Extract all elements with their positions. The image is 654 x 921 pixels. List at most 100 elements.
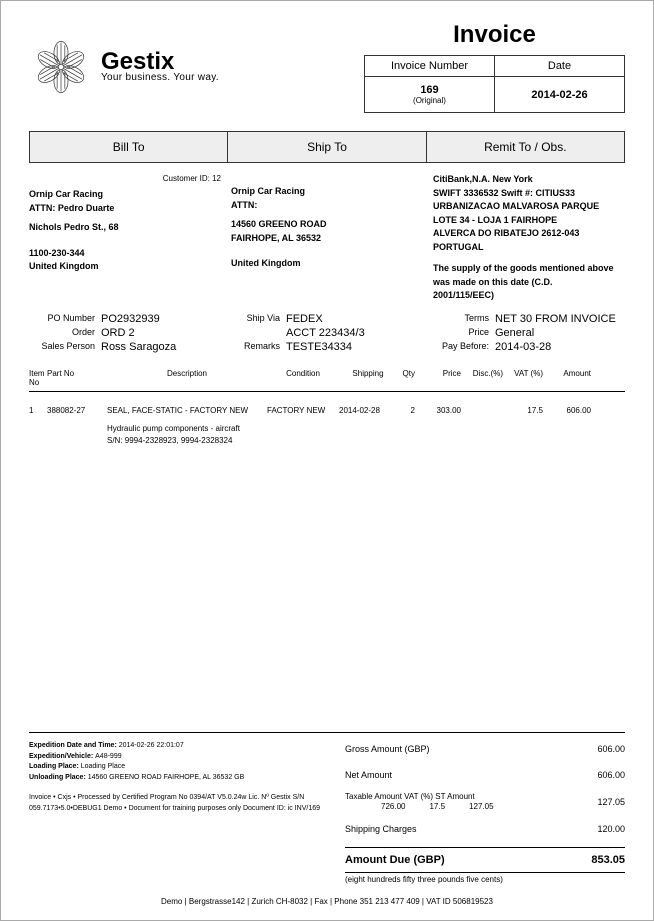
remit-l2: SWIFT 3336532 Swift #: CITIUS33: [433, 187, 625, 201]
logo: Gestix Your business. Your way.: [29, 21, 219, 99]
invoice-meta-table: Invoice Number Date 169 (Original) 2014-…: [364, 55, 625, 113]
po-label: PO Number: [29, 313, 101, 325]
remit-l6: PORTUGAL: [433, 241, 625, 255]
exp4-label: Unloading Place:: [29, 774, 88, 781]
item-price: 303.00: [421, 406, 461, 415]
inv-original: (Original): [375, 96, 484, 105]
totals-block: Gross Amount (GBP) 606.00 Net Amount 606.0…: [345, 741, 625, 884]
shipvia-label: Ship Via: [231, 313, 286, 325]
logo-name: Gestix: [101, 51, 219, 73]
sales-label: Sales Person: [29, 341, 101, 353]
col-desc: Description: [107, 369, 267, 387]
remit-note1: The supply of the goods mentioned above: [433, 262, 625, 276]
remit-l1: CitiBank,N.A. New York: [433, 173, 625, 187]
exp2-label: Expedition/Vehicle:: [29, 753, 95, 760]
ship-country: United Kingdom: [231, 257, 423, 271]
exp3-label: Loading Place:: [29, 763, 81, 770]
order-value: ORD 2: [101, 327, 135, 339]
remarks-label: Remarks: [231, 341, 286, 353]
exp2-val: A48-999: [95, 753, 121, 760]
amount-due-row: Amount Due (GBP) 853.05: [345, 847, 625, 873]
divider: [29, 732, 625, 733]
ship-to: Ornip Car Racing ATTN: 14560 GREENO ROAD…: [231, 173, 423, 303]
due-val: 853.05: [591, 854, 625, 866]
gross-val: 606.00: [597, 744, 625, 754]
tax-total: 127.05: [597, 797, 625, 807]
details-col1: PO NumberPO2932939 OrderORD 2 Sales Pers…: [29, 313, 221, 355]
item-cond: FACTORY NEW: [267, 406, 339, 415]
item-sub1: Hydraulic pump components - aircraft: [107, 423, 267, 436]
bill-to: Customer ID: 12 Ornip Car Racing ATTN: P…: [29, 173, 221, 303]
tax-header: Taxable Amount VAT (%) ST Amount: [345, 792, 597, 801]
col-ship: Shipping: [339, 369, 397, 387]
col-disc: Disc.(%): [461, 369, 503, 387]
remit-l5: ALVERCA DO RIBATEJO 2612-043: [433, 227, 625, 241]
item-vat: 17.5: [503, 406, 543, 415]
remit-l3: URBANIZACAO MALVAROSA PARQUE: [433, 200, 625, 214]
bill-country: United Kingdom: [29, 260, 221, 274]
item-qty: 2: [397, 406, 421, 415]
ship-addr1: 14560 GREENO ROAD: [231, 218, 423, 232]
ship-val: 120.00: [597, 824, 625, 834]
col-amt: Amount: [543, 369, 591, 387]
remit-note2: was made on this date (C.D.: [433, 276, 625, 290]
sales-value: Ross Saragoza: [101, 341, 176, 353]
po-value: PO2932939: [101, 313, 160, 325]
exp3-val: Loading Place: [81, 763, 125, 770]
inv-num-cell: 169 (Original): [365, 77, 495, 113]
logo-text-block: Gestix Your business. Your way.: [101, 51, 219, 84]
fine-print: Invoice • Cxjs • Processed by Certified …: [29, 793, 321, 814]
remit-header: Remit To / Obs.: [427, 132, 624, 162]
inv-num: 169: [420, 84, 438, 96]
footer-cols: Expedition Date and Time: 2014-02-26 22:…: [29, 741, 625, 884]
ship-attn: ATTN:: [231, 199, 423, 213]
header: Gestix Your business. Your way. Invoice …: [29, 21, 625, 113]
col-partno: Part No: [47, 369, 107, 387]
item-ship: 2014-02-28: [339, 406, 397, 415]
order-label: Order: [29, 327, 101, 339]
col-itemno: Item No: [29, 369, 47, 387]
bill-attn: ATTN: Pedro Duarte: [29, 202, 221, 216]
terms-value: NET 30 FROM INVOICE: [495, 313, 616, 325]
col-cond: Condition: [267, 369, 339, 387]
remarks-value: TESTE34334: [286, 341, 352, 353]
bill-addr2: 1100-230-344: [29, 247, 221, 261]
flower-icon: [29, 35, 93, 99]
billto-header: Bill To: [30, 132, 228, 162]
tax-rate: 17.5: [429, 802, 469, 811]
paybefore-label: Pay Before:: [433, 341, 495, 353]
invoice-title: Invoice: [364, 21, 625, 49]
details-col2: Ship ViaFEDEX ACCT 223434/3 RemarksTESTE…: [231, 313, 423, 355]
exp1-label: Expedition Date and Time:: [29, 742, 119, 749]
logo-tagline: Your business. Your way.: [101, 72, 219, 83]
item-row: 1 388082-27 SEAL, FACE-STATIC - FACTORY …: [29, 392, 625, 455]
col-vat: VAT (%): [503, 369, 543, 387]
exp1-val: 2014-02-26 22:01:07: [119, 742, 184, 749]
shipto-header: Ship To: [228, 132, 426, 162]
inv-date: 2014-02-26: [495, 77, 625, 113]
net-label: Net Amount: [345, 770, 392, 780]
bill-name: Ornip Car Racing: [29, 188, 221, 202]
remit-l4: LOTE 34 - LOJA 1 FAIRHOPE: [433, 214, 625, 228]
remit-to: CitiBank,N.A. New York SWIFT 3336532 Swi…: [433, 173, 625, 303]
bill-addr1: Nichols Pedro St., 68: [29, 221, 221, 235]
acct-value: ACCT 223434/3: [286, 327, 365, 339]
section-headers: Bill To Ship To Remit To / Obs.: [29, 131, 625, 163]
details-col3: TermsNET 30 FROM INVOICE PriceGeneral Pa…: [433, 313, 625, 355]
col-qty: Qty: [397, 369, 421, 387]
tax-base: 726.00: [381, 802, 429, 811]
inv-num-label: Invoice Number: [365, 56, 495, 77]
net-val: 606.00: [597, 770, 625, 780]
footer-zone: Expedition Date and Time: 2014-02-26 22:…: [29, 732, 625, 884]
due-label: Amount Due (GBP): [345, 854, 445, 866]
items-header: Item No Part No Description Condition Sh…: [29, 365, 625, 392]
ship-label: Shipping Charges: [345, 824, 417, 834]
details-row: PO NumberPO2932939 OrderORD 2 Sales Pers…: [29, 313, 625, 355]
customer-id: Customer ID: 12: [29, 173, 221, 185]
exp4-val: 14560 GREENO ROAD FAIRHOPE, AL 36532 GB: [88, 774, 245, 781]
gross-label: Gross Amount (GBP): [345, 744, 430, 754]
item-desc-block: SEAL, FACE-STATIC - FACTORY NEW Hydrauli…: [107, 406, 267, 449]
item-sub2: S/N: 9994-2328923, 9994-2328324: [107, 435, 267, 448]
ship-name: Ornip Car Racing: [231, 185, 423, 199]
item-part: 388082-27: [47, 406, 107, 415]
